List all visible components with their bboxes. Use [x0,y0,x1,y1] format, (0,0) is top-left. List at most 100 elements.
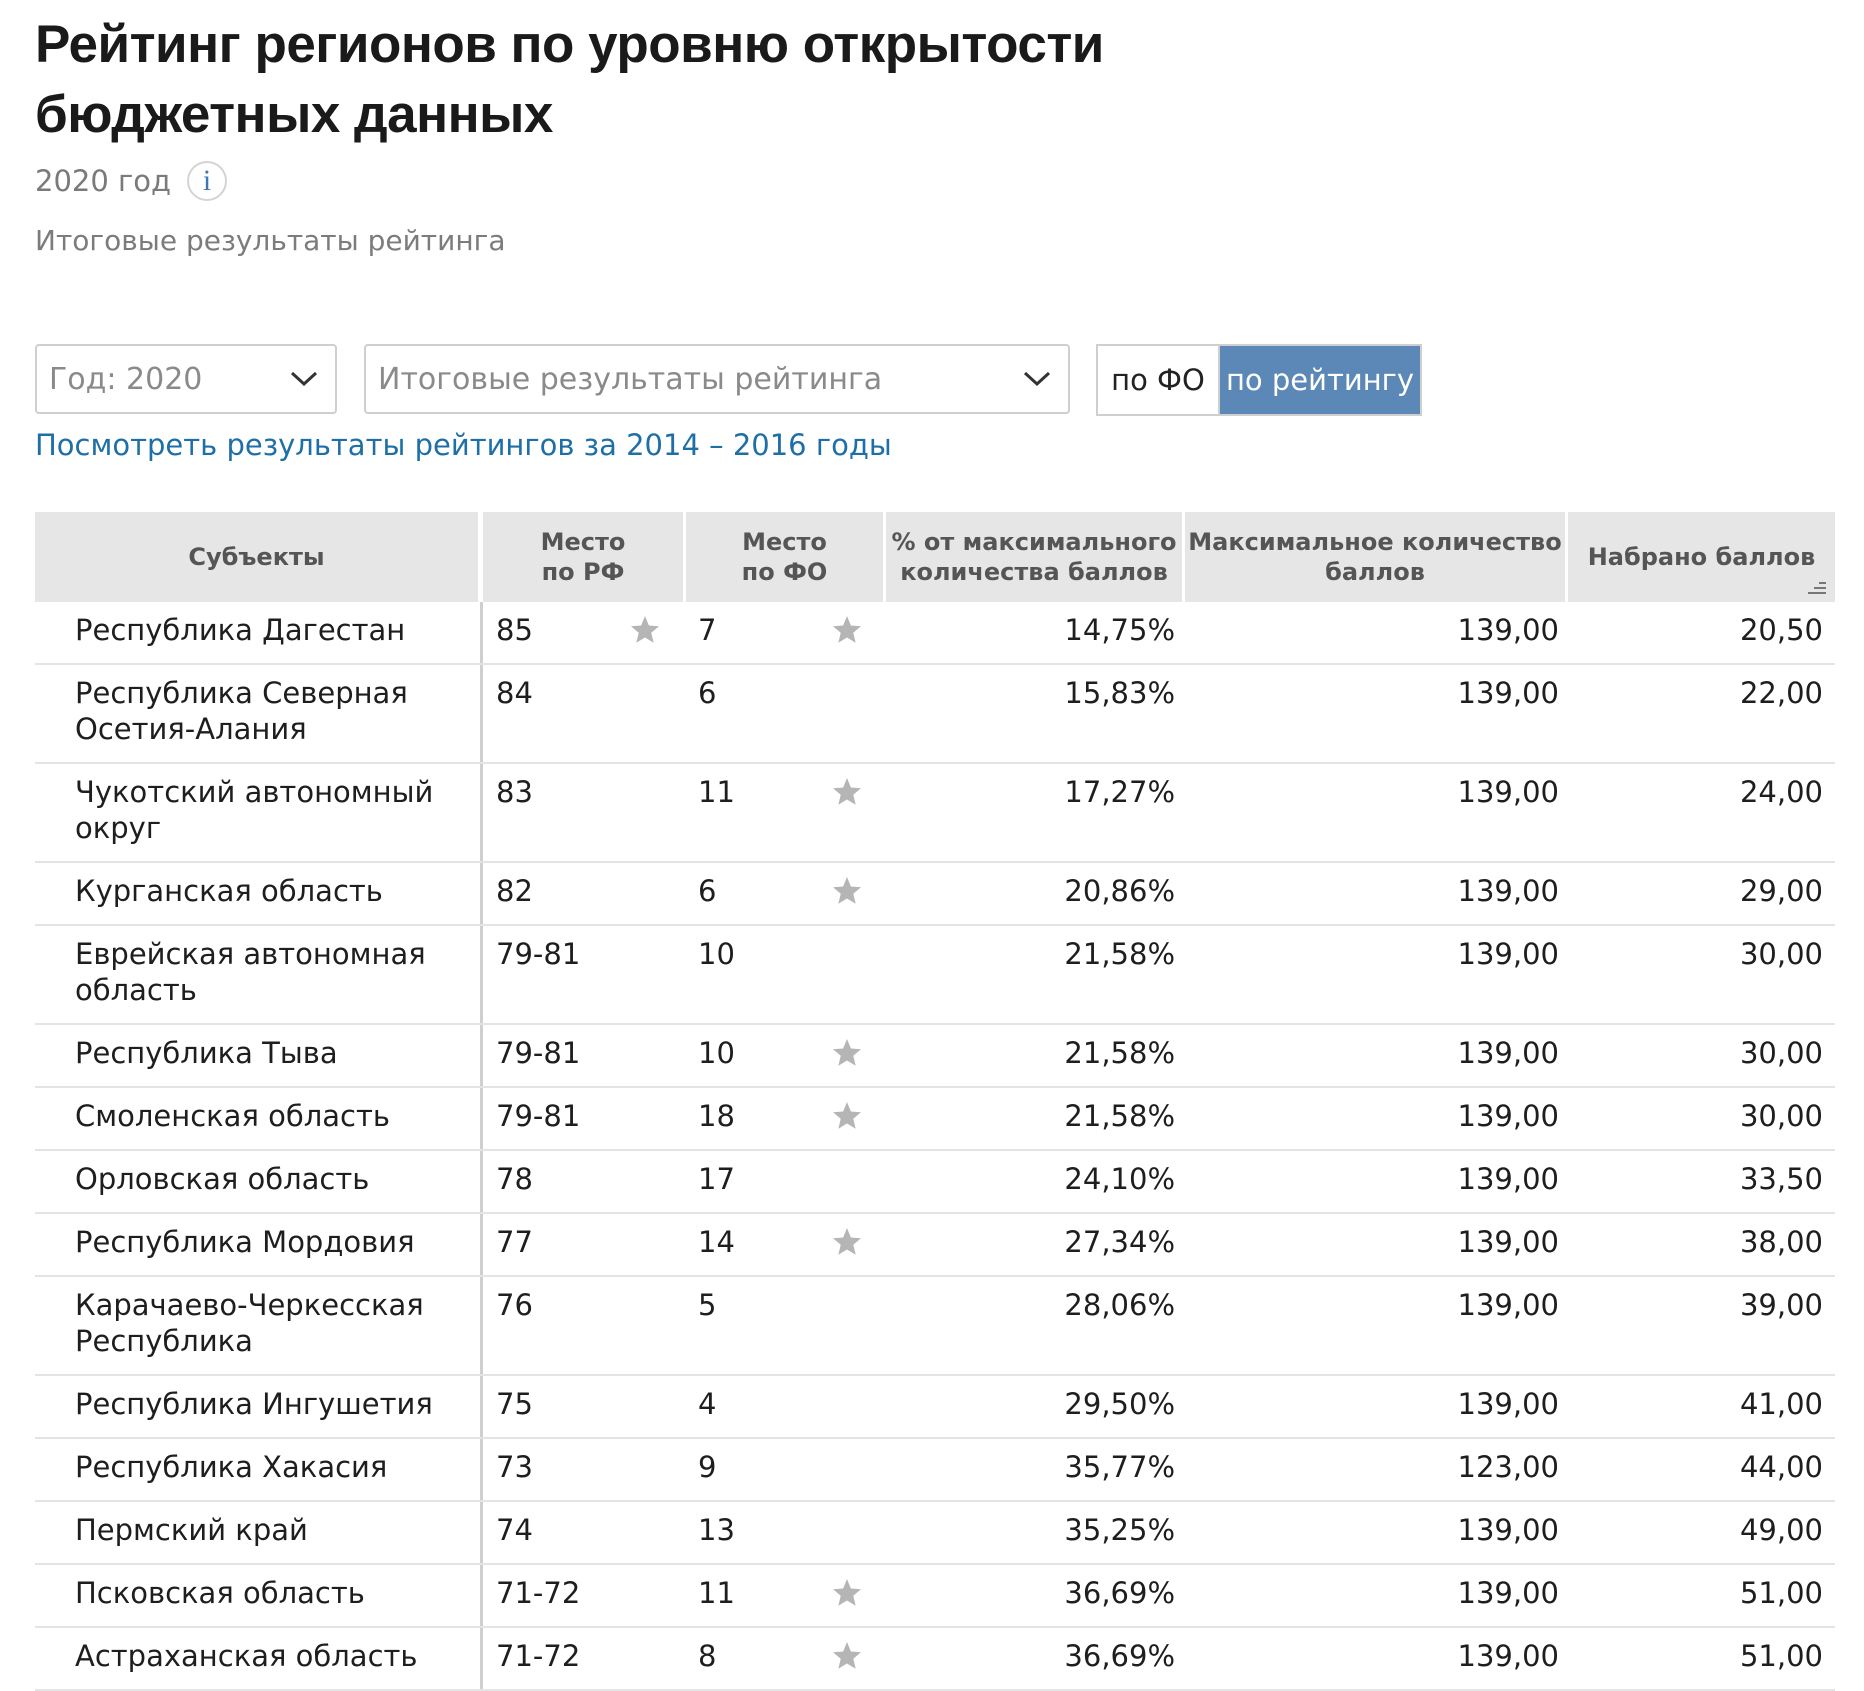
percent-of-max: 36,69% [1064,1576,1175,1610]
region-name-line2: Республика [75,1324,253,1358]
year-label: 2020 год [35,164,172,198]
score: 29,00 [1739,874,1823,908]
table-row[interactable]: Смоленская область 79-81 18 21,58% 139,00 30,… [35,1088,1835,1151]
header-place-fo[interactable]: Место по ФО [686,512,883,602]
toggle-by-fo-button[interactable]: по ФО [1098,346,1220,414]
region-name: Псковская область [75,1575,475,1611]
percent-of-max: 28,06% [1064,1288,1175,1322]
max-score: 139,00 [1457,1225,1559,1259]
score: 39,00 [1739,1288,1823,1322]
place-rf: 83 [496,775,533,809]
score: 51,00 [1739,1639,1823,1673]
table-row[interactable]: Республика Ингушетия 75 4 29,50% 139,00 41,00 [35,1376,1835,1439]
score: 22,00 [1739,676,1823,710]
table-row[interactable]: Курганская область 82 6 20,86% 139,00 29,00 [35,863,1835,926]
place-rf: 71-72 [496,1639,581,1673]
table-row[interactable]: Республика Дагестан 85 7 14,75% 139,00 20,50 [35,602,1835,665]
place-rf: 73 [496,1450,533,1484]
region-name: Республика Ингушетия [75,1386,475,1422]
max-score: 139,00 [1457,775,1559,809]
star-icon [830,1226,864,1258]
max-score: 123,00 [1457,1450,1559,1484]
score: 24,00 [1739,775,1823,809]
star-icon [830,776,864,808]
region-name-line2: Осетия-Алания [75,712,307,746]
region-name-line1: Еврейская автономная [75,937,426,971]
info-icon[interactable]: i [187,161,228,201]
table-row[interactable]: Пермский край 74 13 35,25% 139,00 49,00 [35,1502,1835,1565]
max-score: 139,00 [1457,676,1559,710]
toggle-by-rating-button[interactable]: по рейтингу [1220,346,1420,414]
page-title-line1: Рейтинг регионов по уровню открытости [35,15,1104,74]
max-score: 139,00 [1457,1576,1559,1610]
table-row[interactable]: Республика Мордовия 77 14 27,34% 139,00 38,00 [35,1214,1835,1277]
region-name: Астраханская область [75,1638,475,1674]
score: 20,50 [1739,613,1823,647]
place-fo: 10 [698,1036,735,1070]
table-row[interactable]: Псковская область 71-72 11 36,69% 139,00 51,0… [35,1565,1835,1628]
region-name-line1: Астраханская область [75,1639,418,1673]
rating-select[interactable]: Итоговые результаты рейтинга [364,344,1070,414]
region-name-line1: Чукотский автономный [75,775,434,809]
header-max-score[interactable]: Максимальное количество баллов [1185,512,1565,602]
score: 30,00 [1739,1036,1823,1070]
place-rf: 82 [496,874,533,908]
place-rf: 77 [496,1225,533,1259]
score: 41,00 [1739,1387,1823,1421]
place-rf: 78 [496,1162,533,1196]
past-results-link[interactable]: Посмотреть результаты рейтингов за 2014 … [35,428,892,462]
percent-of-max: 35,77% [1064,1450,1175,1484]
max-score: 139,00 [1457,937,1559,971]
header-max-score-line1: Максимальное количество [1188,528,1562,556]
header-place-rf[interactable]: Место по РФ [483,512,683,602]
place-fo: 8 [698,1639,717,1673]
score: 38,00 [1739,1225,1823,1259]
table-row[interactable]: Орловская область 78 17 24,10% 139,00 33,50 [35,1151,1835,1214]
place-fo: 14 [698,1225,735,1259]
table-row[interactable]: Еврейская автономная область 79-81 10 21,58%… [35,926,1835,1025]
table-row[interactable]: Республика Хакасия 73 9 35,77% 123,00 44,00 [35,1439,1835,1502]
region-name-line1: Республика Северная [75,676,408,710]
rating-select-value: Итоговые результаты рейтинга [378,361,883,397]
percent-of-max: 35,25% [1064,1513,1175,1547]
max-score: 139,00 [1457,1036,1559,1070]
place-rf: 84 [496,676,533,710]
max-score: 139,00 [1457,1099,1559,1133]
table-row[interactable]: Астраханская область 71-72 8 36,69% 139,00 51… [35,1628,1835,1691]
table-row[interactable]: Чукотский автономный округ 83 11 17,27% 139,0… [35,764,1835,863]
region-name-line1: Республика Дагестан [75,613,406,647]
star-icon [830,1037,864,1069]
max-score: 139,00 [1457,1162,1559,1196]
region-name: Республика Тыва [75,1035,475,1071]
place-rf: 71-72 [496,1576,581,1610]
header-score[interactable]: Набрано баллов [1568,512,1835,602]
header-max-score-line2: баллов [1325,558,1425,586]
header-percent[interactable]: % от максимального количества баллов [886,512,1182,602]
table-row[interactable]: Республика Тыва 79-81 10 21,58% 139,00 30,00 [35,1025,1835,1088]
percent-of-max: 17,27% [1064,775,1175,809]
table-row[interactable]: Республика Северная Осетия-Алания 84 6 15,83… [35,665,1835,764]
percent-of-max: 29,50% [1064,1387,1175,1421]
header-subject[interactable]: Субъекты [35,512,478,602]
region-name-line1: Псковская область [75,1576,365,1610]
year-select[interactable]: Год: 2020 [35,344,337,414]
score: 49,00 [1739,1513,1823,1547]
table-row[interactable]: Карачаево-Черкесская Республика 76 5 28,06% 1… [35,1277,1835,1376]
year-row: 2020 год i [35,158,228,204]
region-name-line1: Пермский край [75,1513,308,1547]
rating-table: Субъекты Место по РФ Место по ФО % от ма… [35,512,1835,1691]
sort-mode-toggle: по ФО по рейтингу [1096,344,1422,416]
header-place-fo-line2: по ФО [741,558,828,586]
region-name: Карачаево-Черкесская Республика [75,1287,475,1359]
region-name: Республика Северная Осетия-Алания [75,675,475,747]
region-name-line1: Карачаево-Черкесская [75,1288,424,1322]
score: 33,50 [1739,1162,1823,1196]
max-score: 139,00 [1457,1639,1559,1673]
column-divider [480,602,483,1691]
region-name-line2: округ [75,811,162,845]
region-name: Республика Хакасия [75,1449,475,1485]
region-name: Смоленская область [75,1098,475,1134]
region-name-line1: Республика Хакасия [75,1450,388,1484]
star-icon [830,1640,864,1672]
sort-desc-icon [1808,582,1826,594]
